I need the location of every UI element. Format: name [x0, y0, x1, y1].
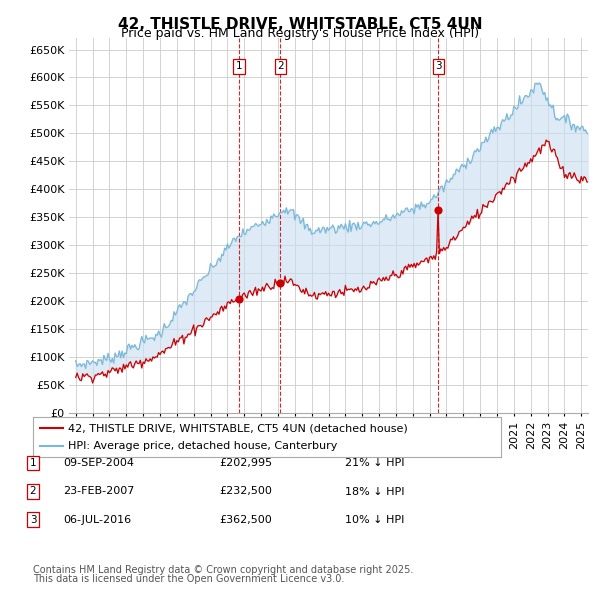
Text: HPI: Average price, detached house, Canterbury: HPI: Average price, detached house, Cant…	[68, 441, 337, 451]
Text: 1: 1	[236, 61, 242, 71]
Text: Price paid vs. HM Land Registry's House Price Index (HPI): Price paid vs. HM Land Registry's House …	[121, 27, 479, 40]
Point	[234, 295, 244, 304]
Text: 3: 3	[435, 61, 442, 71]
Text: 2: 2	[277, 61, 284, 71]
Text: 10% ↓ HPI: 10% ↓ HPI	[345, 515, 404, 525]
Point	[275, 278, 285, 288]
Text: 21% ↓ HPI: 21% ↓ HPI	[345, 458, 404, 468]
Text: 42, THISTLE DRIVE, WHITSTABLE, CT5 4UN: 42, THISTLE DRIVE, WHITSTABLE, CT5 4UN	[118, 17, 482, 31]
Text: £202,995: £202,995	[219, 458, 272, 468]
Text: 18% ↓ HPI: 18% ↓ HPI	[345, 487, 404, 496]
Text: 42, THISTLE DRIVE, WHITSTABLE, CT5 4UN (detached house): 42, THISTLE DRIVE, WHITSTABLE, CT5 4UN (…	[68, 424, 408, 434]
Point	[433, 205, 443, 215]
Text: Contains HM Land Registry data © Crown copyright and database right 2025.: Contains HM Land Registry data © Crown c…	[33, 565, 413, 575]
Text: 23-FEB-2007: 23-FEB-2007	[63, 487, 134, 496]
Text: 09-SEP-2004: 09-SEP-2004	[63, 458, 134, 468]
Text: 2: 2	[29, 487, 37, 496]
Text: This data is licensed under the Open Government Licence v3.0.: This data is licensed under the Open Gov…	[33, 574, 344, 584]
Text: 3: 3	[29, 515, 37, 525]
Text: £362,500: £362,500	[219, 515, 272, 525]
Text: 1: 1	[29, 458, 37, 468]
Text: £232,500: £232,500	[219, 487, 272, 496]
Text: 06-JUL-2016: 06-JUL-2016	[63, 515, 131, 525]
